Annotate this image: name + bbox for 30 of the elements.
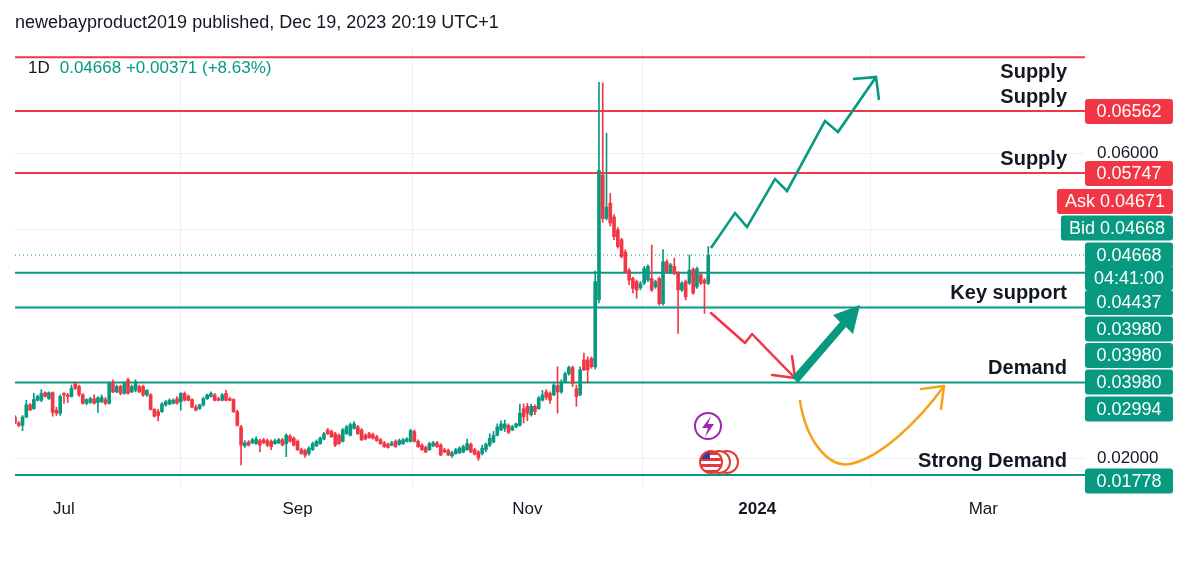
annotation: Bid 0.04668: [1068, 217, 1166, 238]
x-tick-label: Jul: [53, 498, 75, 518]
text: 0.01778: [1096, 470, 1162, 491]
text: 04:41:00: [1093, 267, 1165, 288]
text: 0.04668: [1096, 244, 1162, 265]
ref-line-label: Strong Demand: [918, 448, 1067, 471]
candlestick: [62, 392, 66, 404]
x-tick-label: Sep: [282, 498, 313, 518]
text: newebayproduct2019 published, Dec 19, 2023 20:19 UTC+1: [15, 11, 499, 33]
candlestick: [65, 393, 70, 403]
ref-line-label: Supply: [1000, 59, 1068, 82]
text: 0.05747: [1096, 163, 1162, 184]
text: 0.02994: [1096, 398, 1162, 419]
y-tick-label: 0.02000: [1097, 447, 1159, 467]
text: 0.03980: [1096, 318, 1162, 339]
ref-line-label: Supply: [1000, 85, 1068, 107]
text: 0.03980: [1096, 345, 1162, 366]
ref-line-label: Key support: [950, 281, 1068, 304]
text: 0.06562: [1096, 101, 1162, 122]
text: 1D: [28, 58, 50, 77]
x-tick-label: Nov: [512, 498, 544, 518]
annotation: Ask 0.04671: [1064, 191, 1165, 212]
x-tick-label: Mar: [968, 498, 999, 518]
ref-line-label: Demand: [988, 356, 1067, 379]
text: 0.03980: [1096, 371, 1162, 392]
ref-line-label: Supply: [1000, 147, 1068, 169]
y-tick-label: 0.06000: [1097, 143, 1159, 163]
text: 0.04668 +0.00371 (+8.63%): [59, 58, 272, 77]
x-tick-label: 2024: [738, 498, 777, 518]
text: 0.04437: [1096, 292, 1162, 313]
